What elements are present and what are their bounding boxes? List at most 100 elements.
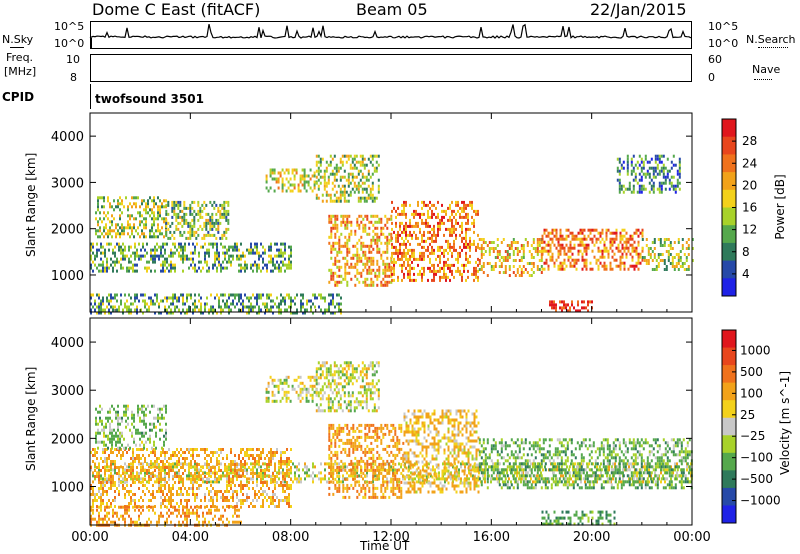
echo-cell	[359, 160, 362, 164]
echo-cell	[405, 203, 407, 207]
echo-cell	[384, 268, 387, 272]
echo-cell	[618, 160, 621, 164]
echo-cell	[344, 214, 347, 218]
echo-cell	[170, 496, 172, 499]
echo-cell	[330, 299, 332, 303]
echo-cell	[464, 462, 466, 466]
echo-cell	[197, 218, 200, 222]
echo-cell	[285, 177, 288, 181]
echo-cell	[361, 190, 364, 194]
echo-cell	[343, 193, 346, 197]
echo-cell	[433, 239, 435, 243]
echo-cell	[95, 211, 97, 215]
echo-cell	[392, 462, 394, 466]
echo-cell	[368, 259, 371, 263]
echo-region	[616, 154, 681, 194]
echo-cell	[421, 233, 423, 237]
echo-cell	[364, 250, 367, 254]
echo-cell	[469, 203, 471, 207]
echo-cell	[585, 264, 588, 268]
echo-cell	[127, 226, 129, 230]
echo-cell	[304, 462, 306, 466]
echo-cell	[176, 454, 178, 457]
echo-cell	[346, 214, 349, 218]
echo-cell	[548, 480, 550, 484]
echo-cell	[186, 493, 188, 496]
echo-cell	[185, 236, 188, 240]
echo-cell	[219, 215, 222, 219]
echo-cell	[691, 247, 694, 250]
echo-cell	[131, 229, 133, 233]
echo-cell	[163, 217, 165, 221]
echo-cell	[567, 246, 570, 250]
echo-cell	[640, 178, 643, 182]
echo-cell	[136, 248, 138, 252]
echo-cell	[646, 169, 649, 173]
echo-cell	[484, 241, 487, 244]
echo-cell	[160, 251, 162, 255]
echo-cell	[467, 221, 469, 225]
echo-cell	[129, 217, 131, 221]
echo-cell	[514, 247, 517, 250]
echo-cell	[262, 474, 264, 478]
echo-cell	[286, 474, 288, 478]
echo-cell	[252, 293, 254, 297]
echo-cell	[296, 293, 298, 297]
echo-cell	[172, 462, 174, 466]
echo-cell	[429, 200, 431, 204]
echo-cell	[96, 457, 98, 460]
echo-cell	[200, 302, 202, 306]
cpid-label: CPID	[2, 90, 35, 104]
echo-cell	[242, 305, 244, 309]
echo-cell	[652, 187, 655, 191]
echo-cell	[256, 248, 258, 252]
echo-cell	[324, 462, 326, 466]
echo-cell	[208, 474, 210, 478]
echo-cell	[194, 299, 196, 303]
echo-cell	[407, 269, 409, 273]
echo-cell	[368, 244, 371, 248]
echo-cell	[242, 251, 244, 255]
echo-cell	[454, 477, 456, 481]
echo-cell	[368, 271, 371, 275]
echo-cell	[667, 256, 670, 259]
echo-cell	[336, 274, 339, 278]
echo-cell	[252, 251, 254, 255]
echo-cell	[118, 260, 120, 264]
echo-cell	[148, 499, 150, 502]
echo-cell	[156, 293, 158, 297]
echo-cell	[290, 254, 292, 258]
echo-cell	[220, 462, 222, 466]
nsearch-tick-bottom: 10^0	[708, 37, 739, 50]
echo-cell	[569, 240, 572, 244]
echo-cell	[405, 242, 407, 246]
echo-cell	[672, 163, 675, 167]
echo-cell	[520, 271, 523, 274]
echo-cell	[653, 238, 656, 241]
echo-cell	[559, 252, 562, 256]
echo-cell	[336, 223, 339, 227]
echo-cell	[258, 263, 260, 267]
echo-cell	[466, 462, 468, 466]
echo-cell	[194, 302, 196, 306]
echo-cell	[95, 229, 97, 233]
echo-cell	[280, 471, 282, 475]
echo-cell	[284, 480, 286, 484]
echo-cell	[157, 214, 159, 218]
echo-cell	[250, 242, 252, 246]
echo-cell	[199, 209, 202, 213]
echo-cell	[336, 229, 339, 233]
echo-cell	[346, 217, 349, 221]
echo-cell	[409, 230, 411, 234]
echo-cell	[526, 474, 528, 478]
echo-cell	[213, 233, 216, 237]
echo-cell	[151, 226, 153, 230]
echo-cell	[142, 477, 144, 481]
echo-cell	[449, 263, 451, 267]
echo-cell	[597, 246, 600, 250]
echo-cell	[94, 302, 96, 306]
colorbar-tick-label: 4	[742, 267, 750, 281]
echo-cell	[554, 468, 556, 472]
echo-cell	[175, 200, 178, 204]
echo-cell	[184, 248, 186, 252]
